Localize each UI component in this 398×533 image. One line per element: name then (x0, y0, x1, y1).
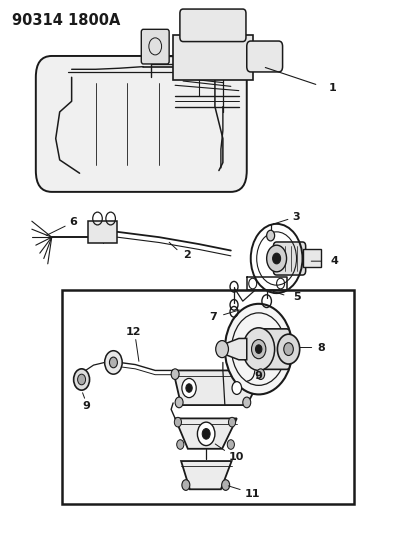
Circle shape (225, 304, 293, 394)
Circle shape (182, 378, 196, 398)
Circle shape (243, 397, 251, 408)
Circle shape (252, 340, 266, 359)
Circle shape (267, 230, 275, 241)
Bar (62, 290, 354, 504)
FancyBboxPatch shape (173, 35, 253, 80)
Text: 10: 10 (229, 452, 244, 462)
Text: 11: 11 (245, 489, 260, 499)
Circle shape (216, 341, 228, 358)
FancyBboxPatch shape (180, 9, 246, 42)
Text: 9: 9 (83, 401, 91, 411)
Circle shape (267, 245, 287, 272)
Circle shape (175, 397, 183, 408)
Text: 6: 6 (70, 217, 78, 227)
Circle shape (174, 417, 181, 427)
Circle shape (273, 253, 281, 264)
Circle shape (202, 429, 210, 439)
Text: 3: 3 (293, 212, 300, 222)
FancyBboxPatch shape (141, 29, 169, 64)
Polygon shape (221, 338, 247, 360)
Text: 12: 12 (126, 327, 141, 336)
FancyBboxPatch shape (36, 56, 247, 192)
Text: 7: 7 (209, 312, 217, 322)
Circle shape (284, 343, 293, 356)
Circle shape (177, 440, 184, 449)
Circle shape (227, 440, 234, 449)
FancyBboxPatch shape (273, 242, 306, 275)
Text: 5: 5 (293, 292, 300, 302)
Circle shape (197, 422, 215, 446)
Circle shape (186, 384, 192, 392)
Circle shape (171, 369, 179, 379)
Polygon shape (181, 461, 232, 489)
Polygon shape (173, 370, 265, 405)
Circle shape (228, 417, 236, 427)
FancyBboxPatch shape (256, 329, 290, 369)
FancyBboxPatch shape (247, 41, 283, 72)
Text: 9: 9 (254, 371, 262, 381)
Text: 4: 4 (330, 256, 338, 266)
Circle shape (109, 357, 117, 368)
Circle shape (243, 328, 275, 370)
Circle shape (277, 334, 300, 364)
Bar (303, 249, 321, 266)
Circle shape (105, 351, 122, 374)
Circle shape (257, 369, 265, 379)
Circle shape (222, 480, 230, 490)
Circle shape (78, 374, 86, 385)
Text: 1: 1 (328, 83, 336, 93)
Bar (88, 221, 117, 243)
Circle shape (256, 345, 262, 353)
Text: 2: 2 (183, 250, 191, 260)
Circle shape (182, 480, 190, 490)
Text: 8: 8 (318, 343, 326, 352)
Polygon shape (175, 418, 237, 449)
Circle shape (74, 369, 90, 390)
Text: 90314 1800A: 90314 1800A (12, 13, 120, 28)
Circle shape (232, 382, 242, 394)
